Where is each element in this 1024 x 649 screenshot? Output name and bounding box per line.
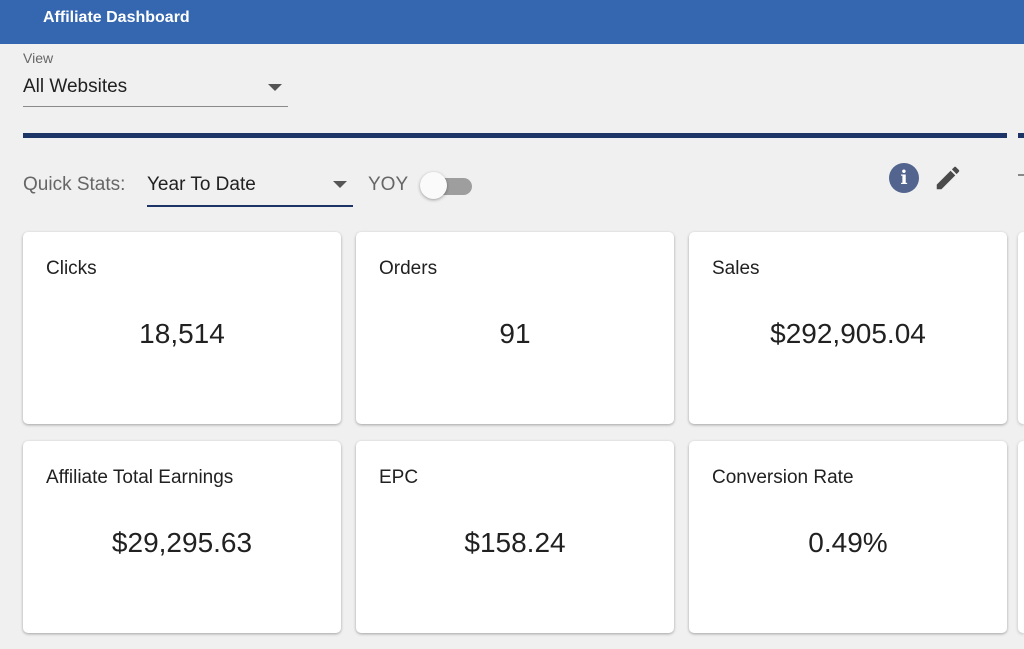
- stat-card-sales: Sales $292,905.04: [689, 232, 1007, 424]
- yoy-label: YOY: [368, 174, 409, 195]
- stat-card-label: Orders: [379, 258, 438, 279]
- stat-card-orders: Orders 91: [356, 232, 674, 424]
- quick-stats-period-value: Year To Date: [147, 174, 256, 195]
- stat-card-value: $158.24: [464, 527, 566, 558]
- section-divider-edge: [1018, 133, 1024, 138]
- app-header: Affiliate Dashboard: [0, 0, 1024, 44]
- info-icon: i: [889, 163, 919, 193]
- offscreen-card-edge: [1018, 232, 1024, 424]
- chevron-down-icon: [333, 181, 347, 188]
- edit-button[interactable]: [933, 163, 963, 193]
- section-divider: [23, 133, 1007, 138]
- stat-card-label: Affiliate Total Earnings: [46, 467, 234, 488]
- stat-card-label: Clicks: [46, 258, 97, 279]
- info-button[interactable]: i: [889, 163, 919, 193]
- stat-card-clicks: Clicks 18,514: [23, 232, 341, 424]
- app-title: Affiliate Dashboard: [43, 9, 190, 26]
- stat-card-epc: EPC $158.24: [356, 441, 674, 633]
- stat-card-value: $292,905.04: [770, 318, 926, 349]
- chevron-down-icon: [268, 84, 282, 91]
- offscreen-edge-mark: [1018, 174, 1024, 176]
- view-select-value: All Websites: [23, 76, 128, 97]
- stat-card-value: 18,514: [139, 318, 225, 349]
- stat-card-label: EPC: [379, 467, 419, 488]
- stat-card-value: 0.49%: [808, 527, 888, 558]
- view-select[interactable]: All Websites: [23, 72, 288, 107]
- stat-card-affiliate-total-earnings: Affiliate Total Earnings $29,295.63: [23, 441, 341, 633]
- quick-stats-label: Quick Stats:: [23, 174, 126, 195]
- stat-card-conversion-rate: Conversion Rate 0.49%: [689, 441, 1007, 633]
- offscreen-card-edge: [1018, 441, 1024, 633]
- pencil-icon: [936, 166, 960, 190]
- view-label: View: [23, 50, 54, 66]
- yoy-toggle-knob: [420, 172, 447, 199]
- stat-card-value: $29,295.63: [111, 527, 253, 558]
- stat-card-value: 91: [499, 318, 531, 349]
- quick-stats-period-select[interactable]: Year To Date: [147, 166, 353, 207]
- stat-card-label: Conversion Rate: [712, 467, 854, 488]
- yoy-toggle[interactable]: [420, 172, 474, 200]
- stat-card-label: Sales: [712, 258, 760, 279]
